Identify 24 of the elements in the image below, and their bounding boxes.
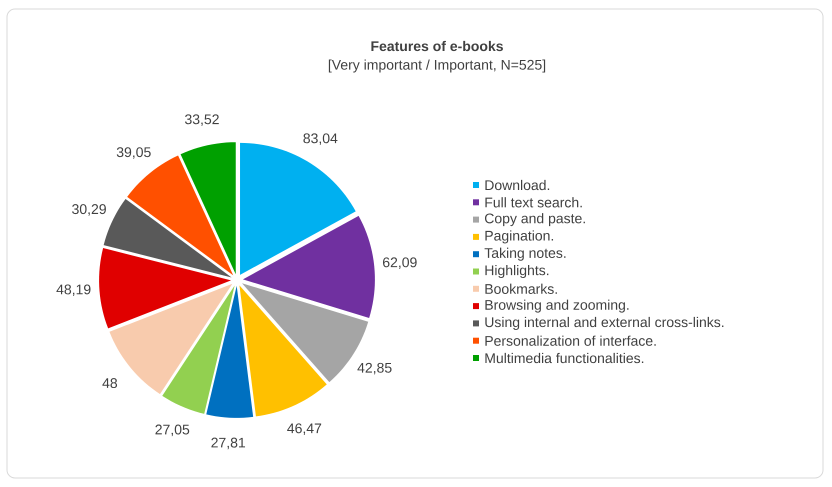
- legend-label: Download.: [485, 180, 550, 190]
- data-label: 27,81: [211, 438, 246, 450]
- legend-label: Using internal and external cross-links.: [485, 316, 724, 330]
- legend-label: Taking notes.: [484, 248, 566, 261]
- legend-label: Personalization of interface.: [485, 336, 656, 346]
- legend-label: Copy and paste.: [484, 213, 585, 226]
- legend-label: Bookmarks.: [485, 284, 557, 294]
- data-label: 83,04: [303, 133, 338, 145]
- legend-label: Highlights.: [485, 264, 548, 278]
- data-label: 42,85: [357, 362, 392, 374]
- legend-label: Full text search.: [485, 197, 582, 208]
- chart-subtitle: [Very important / Important, N=525]: [328, 59, 546, 73]
- data-label: 48,19: [56, 284, 90, 296]
- data-label: 39,05: [116, 147, 151, 159]
- data-label: 46,47: [287, 423, 322, 435]
- data-label: 30,29: [72, 204, 106, 216]
- data-label: 48: [102, 378, 118, 388]
- legend-label: Multimedia functionalities.: [485, 352, 644, 364]
- data-label: 62,09: [383, 257, 417, 269]
- chart-title: Features of e-books: [371, 40, 503, 52]
- legend-label: Browsing and zooming.: [485, 300, 628, 313]
- legend-label: Pagination.: [485, 230, 554, 244]
- data-label: 33,52: [184, 114, 219, 126]
- data-label: 27,05: [155, 424, 190, 436]
